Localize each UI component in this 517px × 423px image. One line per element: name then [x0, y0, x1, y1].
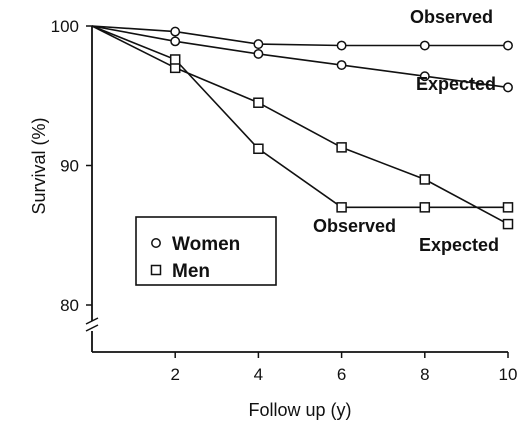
axes: 80 90 100 2 4 6 8 10 Follow up (y) Survival (%) — [29, 17, 517, 420]
women-expected-line — [91, 25, 509, 89]
data-point-women — [336, 40, 347, 51]
series-layer — [91, 25, 514, 230]
legend: Women Men — [135, 216, 277, 286]
y-axis-label: Survival (%) — [29, 117, 49, 214]
axis-break-mark — [85, 317, 99, 325]
data-point-men — [253, 97, 264, 108]
data-point-women — [253, 48, 264, 59]
data-point-men — [419, 202, 431, 213]
data-point-men — [336, 142, 347, 153]
data-point-women — [419, 40, 430, 51]
legend-label-women: Women — [172, 234, 240, 255]
men-observed-line — [91, 25, 508, 209]
data-point-men — [502, 202, 514, 213]
x-tick-label: 4 — [254, 365, 263, 384]
annotation-men-observed: Observed — [313, 216, 396, 236]
women-observed-line — [91, 25, 508, 47]
men-expected-line — [91, 25, 509, 225]
y-tick-label: 80 — [60, 296, 79, 315]
data-point-women — [336, 60, 347, 71]
annotation-layer: Observed Expected Observed Expected — [313, 7, 499, 255]
annotation-men-expected: Expected — [419, 235, 499, 255]
data-point-women — [419, 71, 430, 82]
data-point-women — [170, 26, 181, 37]
data-point-women — [170, 36, 181, 47]
x-tick-label: 10 — [499, 365, 517, 384]
x-tick-label: 8 — [420, 365, 429, 384]
legend-marker-square — [150, 264, 162, 276]
annotation-women-expected: Expected — [416, 74, 496, 94]
data-point-women — [503, 40, 513, 51]
data-point-men — [502, 218, 514, 230]
x-tick-label: 6 — [337, 365, 346, 384]
data-point-men — [253, 143, 264, 155]
x-tick-label: 2 — [170, 365, 179, 384]
y-tick-label: 90 — [60, 157, 79, 176]
data-point-men — [336, 202, 347, 213]
data-point-men — [419, 174, 431, 185]
axis-break-mark — [85, 324, 99, 332]
data-point-men — [169, 54, 181, 65]
legend-marker-circle — [151, 238, 161, 248]
data-point-women — [253, 39, 264, 50]
annotation-women-observed: Observed — [410, 7, 493, 27]
y-tick-label: 100 — [51, 17, 79, 36]
legend-label-men: Men — [172, 261, 210, 282]
x-axis-label: Follow up (y) — [248, 400, 351, 420]
data-point-women — [503, 82, 513, 93]
